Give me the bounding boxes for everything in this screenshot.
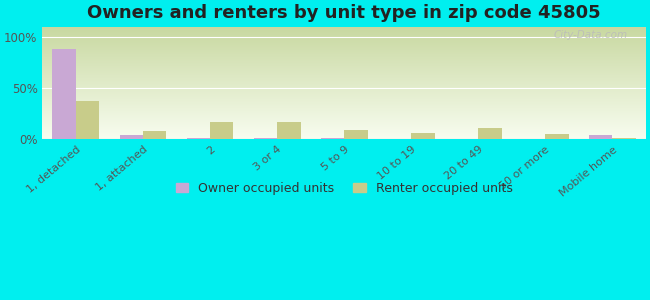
Bar	[76, 101, 99, 140]
Bar	[344, 130, 368, 140]
Bar	[254, 139, 277, 140]
Bar	[411, 133, 435, 140]
Bar	[53, 49, 76, 140]
Bar	[187, 139, 210, 140]
Bar	[612, 139, 636, 140]
Bar	[277, 122, 300, 140]
Bar	[320, 139, 344, 140]
Text: City-Data.com: City-Data.com	[554, 30, 628, 40]
Bar	[545, 134, 569, 140]
Title: Owners and renters by unit type in zip code 45805: Owners and renters by unit type in zip c…	[87, 4, 601, 22]
Bar	[478, 128, 502, 140]
Bar	[210, 122, 233, 140]
Bar	[589, 135, 612, 140]
Bar	[120, 135, 143, 140]
Bar	[143, 131, 166, 140]
Legend: Owner occupied units, Renter occupied units: Owner occupied units, Renter occupied un…	[170, 176, 519, 201]
